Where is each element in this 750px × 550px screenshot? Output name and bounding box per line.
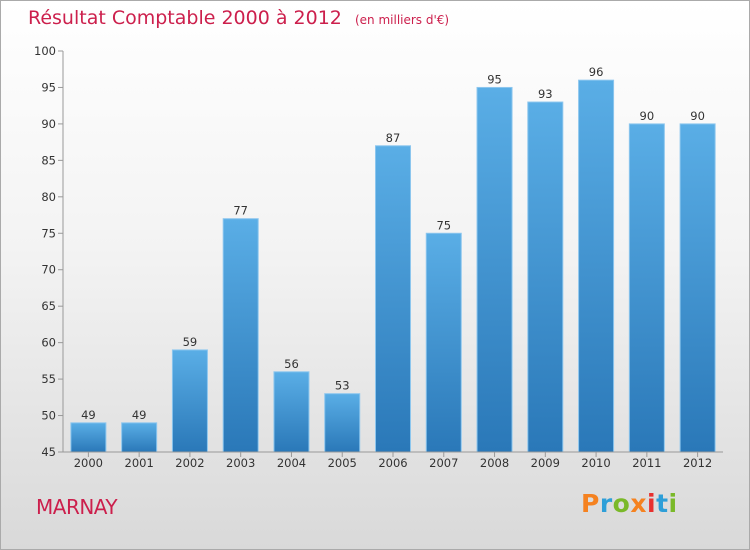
bar-value-label: 56 bbox=[284, 357, 299, 371]
y-axis: 45 50 55 60 65 70 75 80 85 90 95 100 bbox=[34, 44, 64, 459]
chart-subtitle: (en milliers d'€) bbox=[354, 13, 450, 27]
bar bbox=[375, 145, 411, 453]
x-tick-label: 2000 bbox=[74, 456, 103, 470]
x-tick-label: 2012 bbox=[683, 456, 712, 470]
x-tick-label: 2011 bbox=[632, 456, 661, 470]
x-tick-label: 2002 bbox=[175, 456, 204, 470]
x-tick-label: 2010 bbox=[581, 456, 610, 470]
logo-letter: i bbox=[668, 489, 678, 518]
logo-letter: t bbox=[656, 489, 669, 518]
bar bbox=[476, 86, 513, 453]
bar bbox=[628, 123, 665, 453]
commune-name: MARNAY bbox=[36, 495, 118, 519]
x-axis: 2000 2001 2002 2003 2004 2005 2006 2007 2008 2009… bbox=[63, 451, 723, 470]
bar-value-label: 90 bbox=[690, 109, 705, 123]
bar-value-label: 49 bbox=[81, 408, 96, 422]
y-tick-label: 85 bbox=[41, 153, 56, 167]
bar-value-label: 53 bbox=[335, 379, 350, 393]
y-tick-label: 100 bbox=[34, 44, 56, 58]
bar bbox=[273, 371, 310, 453]
y-tick-label: 45 bbox=[41, 445, 56, 459]
logo-letter: x bbox=[630, 489, 647, 518]
bar-value-label: 75 bbox=[436, 218, 451, 232]
y-tick-label: 75 bbox=[41, 226, 56, 240]
bar bbox=[527, 101, 564, 453]
y-tick-label: 95 bbox=[41, 80, 56, 94]
bars: 49 49 59 77 56 53 87 75 95 93 96 90 90 bbox=[70, 65, 716, 453]
bar bbox=[222, 218, 259, 453]
x-tick-label: 2008 bbox=[480, 456, 509, 470]
logo-letter: r bbox=[599, 489, 613, 518]
bar-value-label: 95 bbox=[487, 72, 502, 86]
y-tick-label: 70 bbox=[41, 263, 56, 277]
x-tick-label: 2004 bbox=[277, 456, 306, 470]
bar bbox=[324, 393, 361, 453]
bar bbox=[171, 349, 208, 453]
y-tick-label: 80 bbox=[41, 190, 56, 204]
y-tick-label: 65 bbox=[41, 299, 56, 313]
chart-title: Résultat Comptable 2000 à 2012 bbox=[28, 7, 342, 29]
logo-letter: P bbox=[581, 489, 600, 518]
y-tick-label: 50 bbox=[41, 409, 56, 423]
bar-value-label: 93 bbox=[538, 87, 553, 101]
title-row: Résultat Comptable 2000 à 2012 (en milli… bbox=[28, 7, 449, 29]
logo-letter: o bbox=[612, 489, 631, 518]
bar bbox=[578, 79, 615, 453]
bar-value-label: 49 bbox=[132, 408, 147, 422]
y-tick-label: 60 bbox=[41, 336, 56, 350]
logo-letter: i bbox=[647, 489, 657, 518]
bar-value-label: 77 bbox=[233, 204, 248, 218]
bar-value-label: 90 bbox=[640, 109, 655, 123]
bar bbox=[425, 232, 462, 453]
x-tick-label: 2009 bbox=[531, 456, 560, 470]
x-tick-label: 2005 bbox=[328, 456, 357, 470]
bar-value-label: 59 bbox=[183, 335, 198, 349]
bar-value-label: 96 bbox=[589, 65, 604, 79]
bar bbox=[70, 422, 107, 453]
bar-value-label: 87 bbox=[386, 131, 401, 145]
bar bbox=[121, 422, 158, 453]
x-tick-label: 2007 bbox=[429, 456, 458, 470]
x-tick-label: 2001 bbox=[125, 456, 154, 470]
y-tick-label: 90 bbox=[41, 117, 56, 131]
y-tick-label: 55 bbox=[41, 372, 56, 386]
x-tick-label: 2003 bbox=[226, 456, 255, 470]
x-tick-label: 2006 bbox=[378, 456, 407, 470]
proxiti-logo[interactable]: Proxiti bbox=[581, 489, 678, 518]
bar bbox=[679, 123, 716, 453]
